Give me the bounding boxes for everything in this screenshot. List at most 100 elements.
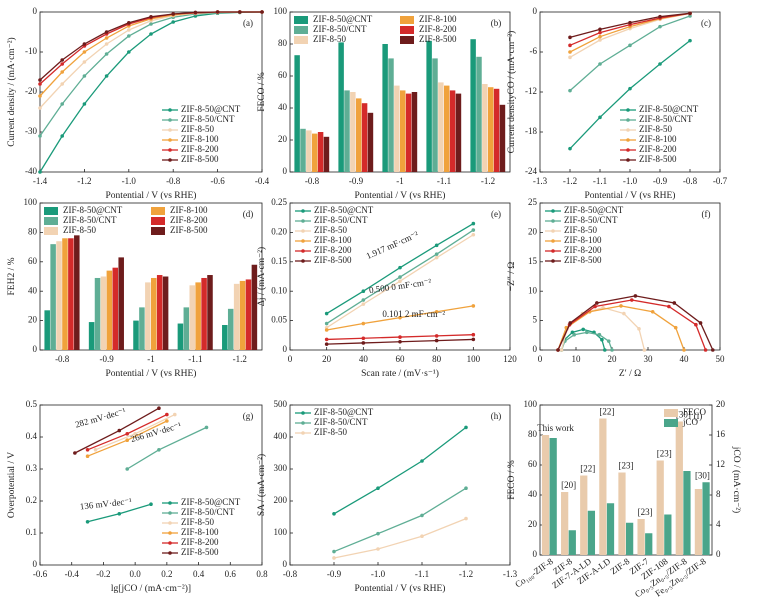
legend-label: ZIF-8-50/CNT (181, 114, 235, 124)
point (650, 309, 655, 314)
legend-label: ZIF-8-50/CNT (639, 114, 693, 124)
y-tick-label: 15 (528, 256, 538, 266)
y-tick-label: 100 (274, 527, 288, 537)
y-axis-label: FEH2 / % (7, 257, 17, 295)
point (260, 10, 264, 14)
legend-label: ZIF-8-100 (419, 14, 457, 24)
point (398, 275, 402, 279)
point (204, 425, 209, 430)
point (332, 549, 336, 554)
y-tick-label: 0 (33, 6, 38, 16)
bar (162, 276, 169, 350)
bar (656, 460, 664, 555)
legend-label: ZIF-8-50 (639, 124, 672, 134)
point (568, 43, 572, 48)
bar (356, 98, 362, 172)
legend-marker (168, 511, 172, 515)
point (361, 341, 366, 345)
point (324, 328, 329, 332)
category-label: -0.8 (55, 354, 70, 364)
point (585, 330, 589, 335)
x-tick-label: -1.0 (623, 176, 638, 186)
y-axis-label: FECO / % (507, 460, 517, 500)
point (376, 531, 380, 536)
legend-marker (168, 531, 172, 535)
legend-label: ZIF-8-50@CNT (314, 407, 374, 417)
legend-label: jCO (682, 417, 699, 427)
point (324, 342, 329, 346)
point (471, 332, 476, 337)
point (398, 265, 402, 270)
point (672, 301, 677, 305)
bar (100, 276, 107, 350)
legend-label: ZIF-8-50 (63, 225, 96, 235)
y-tick-label: 20 (278, 134, 288, 144)
y-tick-label: 100 (524, 399, 538, 409)
point (568, 55, 572, 60)
bar (62, 238, 68, 350)
legend-swatch (151, 227, 165, 235)
bar (177, 323, 184, 350)
bar (587, 510, 596, 555)
point (332, 512, 336, 516)
point (60, 62, 64, 66)
point (104, 36, 109, 40)
point (193, 10, 198, 15)
legend-label: ZIF-8-200 (181, 537, 219, 547)
point (597, 332, 602, 337)
point (603, 348, 607, 352)
legend-marker (168, 158, 172, 162)
y-tick-label: 80 (528, 429, 538, 439)
legend-marker (168, 501, 172, 505)
y-tick-label: -24 (525, 166, 537, 176)
bar (702, 482, 710, 555)
legend-marker (626, 138, 630, 142)
point (673, 325, 678, 330)
bar (411, 92, 418, 172)
bar (50, 244, 56, 350)
y-tick-label: 0.4 (26, 431, 38, 441)
bar (300, 128, 306, 172)
point (82, 102, 87, 106)
legend-label: ZIF-8-50 (181, 517, 214, 527)
point (434, 309, 439, 314)
bar (637, 519, 645, 555)
point (568, 321, 573, 325)
bar (561, 492, 569, 555)
point (471, 304, 476, 308)
y-axis-label: −Z″ / Ω (507, 262, 517, 292)
reference-label: [22] (580, 464, 595, 474)
bar (323, 136, 330, 172)
legend-label: ZIF-8-100 (181, 134, 219, 144)
point (667, 304, 671, 309)
y-tick-label: 500 (274, 399, 288, 409)
bar (145, 282, 151, 350)
bar (394, 85, 400, 172)
point (149, 22, 153, 26)
point (658, 14, 662, 19)
x-tick-label: -1.4 (33, 176, 48, 186)
legend-label: ZIF-8-500 (181, 154, 219, 164)
legend-swatch (664, 409, 678, 417)
point (434, 243, 439, 248)
point (471, 337, 476, 342)
legend-label: ZIF-8-50@CNT (314, 205, 374, 215)
legend-marker (168, 551, 172, 555)
bar (388, 58, 394, 172)
legend-label: ZIF-8-100 (639, 134, 677, 144)
y-tick-label: 0.5 (26, 399, 38, 409)
point (85, 454, 90, 459)
point (628, 86, 632, 91)
panel-label: (g) (243, 411, 254, 421)
point (125, 432, 130, 436)
point (117, 428, 122, 433)
legend-marker (626, 148, 630, 152)
legend-label: ZIF-8-200 (639, 144, 677, 154)
x-tick-label: -0.6 (210, 176, 225, 186)
x-tick-label: -0.4 (65, 569, 80, 579)
point (127, 28, 131, 32)
point (642, 348, 647, 352)
x-axis-label: Z′ / Ω (619, 369, 641, 379)
legend-marker (551, 249, 555, 253)
bar (56, 241, 62, 350)
